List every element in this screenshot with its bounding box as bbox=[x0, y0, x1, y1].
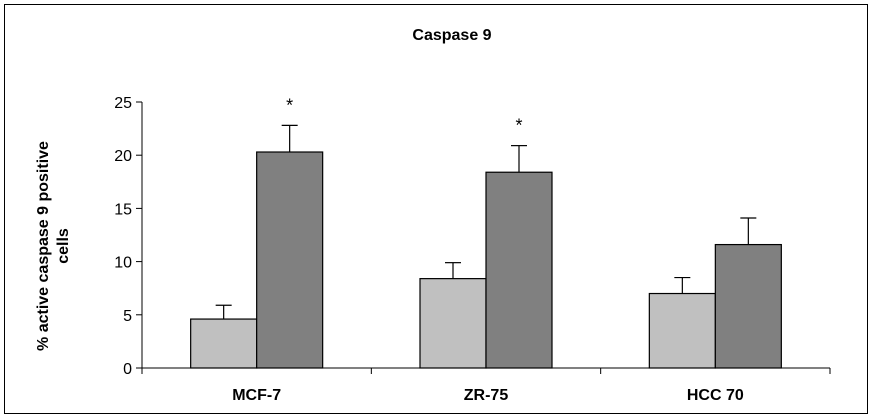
x-tick-label: MCF-7 bbox=[232, 387, 281, 404]
chart-title: Caspase 9 bbox=[412, 27, 491, 44]
y-tick-label: 10 bbox=[114, 255, 132, 272]
bar bbox=[190, 318, 258, 369]
y-tick-label: 20 bbox=[114, 148, 132, 165]
y-tick-label: 5 bbox=[123, 308, 132, 325]
y-tick-label: 25 bbox=[114, 95, 132, 112]
x-tick-label: HCC 70 bbox=[687, 387, 744, 404]
x-tick-label: ZR-75 bbox=[464, 387, 509, 404]
significance-marker: * bbox=[286, 95, 293, 115]
y-axis-label-line-2: cells bbox=[55, 228, 72, 264]
bar bbox=[485, 171, 553, 369]
bar bbox=[419, 278, 487, 369]
bar bbox=[256, 151, 324, 369]
significance-marker: * bbox=[515, 116, 522, 136]
bar bbox=[648, 292, 716, 369]
y-axis-label-line-1: % active caspase 9 positive bbox=[35, 141, 52, 351]
plot-area: 0 5 10 15 20 25 * MCF-7 * ZR-75 HCC 70 bbox=[114, 95, 831, 404]
y-axis-label: % active caspase 9 positive cells bbox=[35, 141, 72, 351]
y-tick-label: 0 bbox=[123, 361, 132, 378]
y-tick-label: 15 bbox=[114, 201, 132, 218]
bar bbox=[714, 243, 782, 369]
